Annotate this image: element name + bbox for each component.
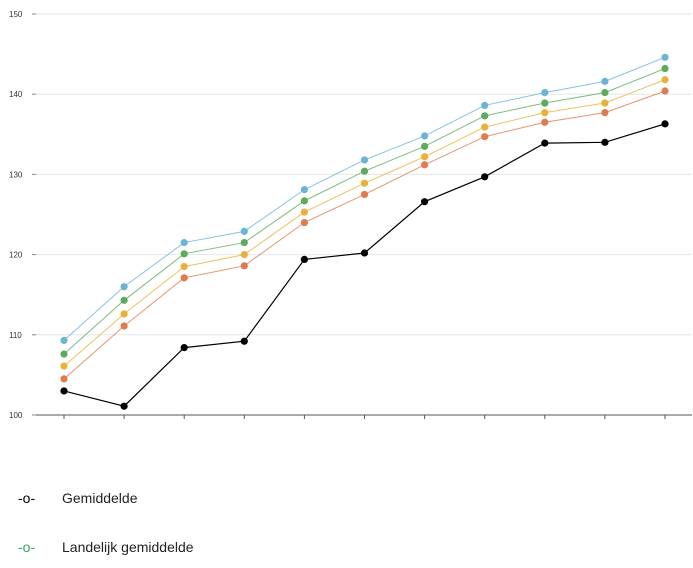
data-point [180, 263, 188, 271]
data-point [601, 138, 609, 146]
data-point [360, 156, 369, 164]
data-point [300, 255, 308, 264]
series-line [63, 68, 666, 355]
data-point [661, 120, 669, 128]
data-point [120, 402, 128, 410]
data-point [481, 173, 489, 181]
data-point [60, 387, 68, 395]
legend-label: Landelijk gemiddelde [62, 539, 194, 555]
data-point [180, 250, 188, 258]
series-group [60, 53, 669, 410]
data-point [240, 337, 248, 345]
data-point [421, 153, 429, 161]
data-point [541, 99, 549, 107]
data-point [601, 77, 609, 85]
series-3 [60, 76, 669, 370]
data-point [120, 310, 128, 318]
y-tick-label: 100 [9, 411, 23, 420]
series-1 [60, 64, 669, 358]
data-point [421, 142, 429, 150]
data-point [481, 101, 489, 110]
legend-marker-icon: -o- [18, 539, 36, 555]
axes: 1001101201301401503-II3-III4-II4-III5-II… [9, 10, 692, 420]
data-point [601, 109, 609, 117]
data-point [240, 262, 248, 270]
data-point [300, 197, 308, 205]
data-point [300, 218, 308, 227]
y-tick-label: 140 [9, 90, 23, 99]
series-line [63, 90, 666, 380]
data-point [541, 118, 549, 126]
data-point [481, 133, 489, 141]
data-point [421, 132, 429, 140]
y-tick-label: 130 [9, 170, 23, 179]
data-point [360, 249, 369, 257]
data-point [360, 167, 369, 175]
data-point [180, 274, 188, 282]
data-point [360, 179, 369, 187]
y-tick-label: 150 [9, 10, 23, 19]
data-point [661, 76, 669, 84]
data-point [421, 198, 429, 206]
data-point [60, 375, 68, 383]
data-point [240, 227, 248, 235]
data-point [481, 112, 489, 120]
series-2 [60, 53, 669, 345]
data-point [60, 362, 68, 370]
legend-marker-icon: -o- [18, 490, 36, 506]
data-point [601, 88, 609, 97]
legend-label: Gemiddelde [62, 490, 138, 506]
data-point [180, 344, 188, 352]
data-point [421, 161, 429, 169]
data-point [601, 99, 609, 107]
data-point [180, 238, 188, 247]
data-point [300, 186, 308, 194]
line-chart: 1001101201301401503-II3-III4-II4-III5-II… [9, 10, 692, 420]
data-point [60, 350, 68, 358]
data-point [240, 238, 248, 247]
series-line [63, 79, 666, 367]
data-point [481, 123, 489, 131]
data-point [120, 283, 128, 291]
data-point [541, 88, 549, 97]
data-point [541, 109, 549, 117]
y-tick-label: 120 [9, 251, 23, 260]
series-4 [60, 87, 669, 383]
data-point [60, 336, 68, 345]
data-point [661, 87, 669, 95]
data-point [240, 251, 248, 259]
data-point [541, 139, 549, 147]
data-point [360, 190, 369, 199]
data-point [300, 208, 308, 216]
series-0 [60, 120, 669, 410]
y-tick-label: 110 [9, 331, 22, 340]
data-point [661, 53, 669, 61]
data-point [120, 296, 128, 304]
data-point [661, 64, 669, 73]
data-point [120, 322, 128, 330]
series-line [63, 56, 666, 341]
